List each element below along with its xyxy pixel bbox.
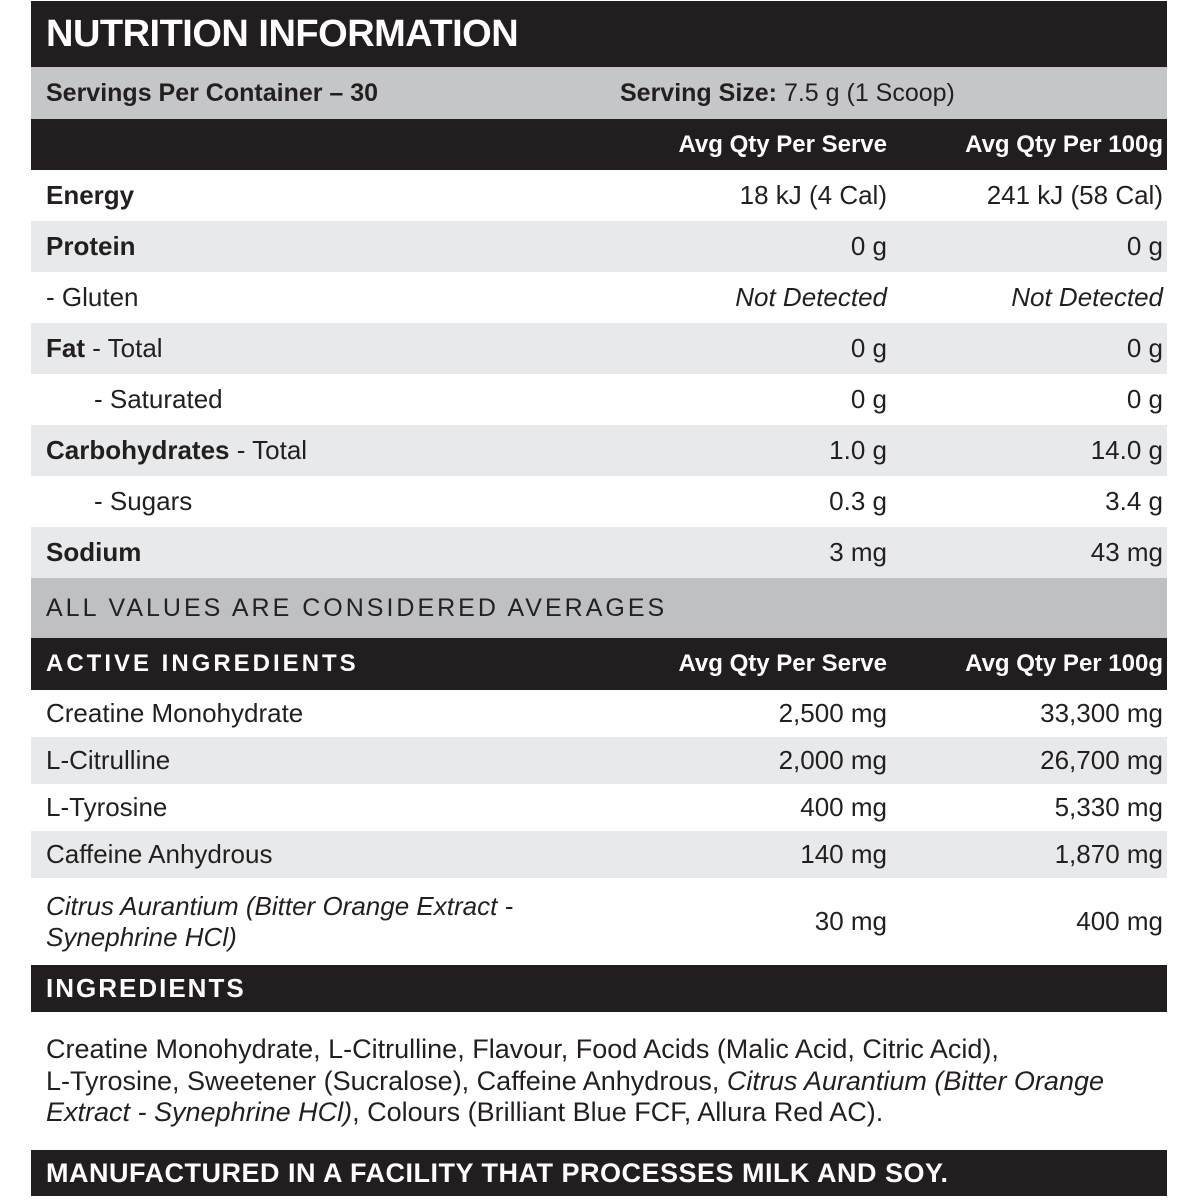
row-serve-value: 0 g	[850, 333, 887, 363]
nutrition-title: NUTRITION INFORMATION	[46, 12, 519, 55]
active-row-label: Caffeine Anhydrous	[46, 839, 273, 869]
active-row-label: Creatine Monohydrate	[46, 698, 304, 728]
averages-note: ALL VALUES ARE CONSIDERED AVERAGES	[46, 593, 668, 622]
active-row-serve-value: 400 mg	[800, 792, 887, 822]
row-label: Fat	[46, 333, 85, 363]
row-serve-value: 0.3 g	[829, 486, 887, 516]
averages-note-bar: ALL VALUES ARE CONSIDERED AVERAGES	[31, 578, 1167, 638]
active-row-100g-value: 1,870 mg	[1054, 839, 1163, 869]
row-serve-value: 3 mg	[829, 537, 887, 567]
nutrition-row-fat: Fat - Total 0 g 0 g	[31, 323, 1167, 374]
active-row-100g-value: 33,300 mg	[1040, 698, 1163, 728]
nutrition-row-sodium: Sodium 3 mg 43 mg	[31, 527, 1167, 578]
active-row-serve-value: 140 mg	[800, 839, 887, 869]
row-100g-value: 3.4 g	[1105, 486, 1163, 516]
nutrition-row-gluten: - Gluten Not Detected Not Detected	[46, 282, 1163, 312]
row-100g-value: 43 mg	[1090, 537, 1163, 567]
ingredients-line-1: Creatine Monohydrate, L-Citrulline, Flav…	[46, 1034, 999, 1064]
column-header-bar: Avg Qty Per Serve Avg Qty Per 100g	[31, 119, 1167, 170]
row-label: Carbohydrates	[46, 435, 230, 465]
ingredients-line-3: Extract - Synephrine HCl), Colours (Bril…	[46, 1097, 884, 1127]
ingredients-paragraph: Creatine Monohydrate, L-Citrulline, Flav…	[31, 1012, 1167, 1150]
row-100g-value: 14.0 g	[1090, 435, 1163, 465]
ingredients-header-bar: INGREDIENTS	[31, 965, 1167, 1012]
nutrition-row-saturated: - Saturated 0 g 0 g	[94, 384, 1163, 414]
active-row-label: L-Citrulline	[46, 745, 171, 775]
serving-size-value: 7.5 g (1 Scoop)	[777, 78, 955, 107]
nutrition-label: NUTRITION INFORMATION Servings Per Conta…	[31, 1, 1167, 1196]
row-serve-value: Not Detected	[735, 282, 887, 312]
row-100g-value: 0 g	[1126, 231, 1163, 261]
nutrition-row-energy: Energy 18 kJ (4 Cal) 241 kJ (58 Cal)	[31, 170, 1167, 221]
active-row-100g-value: 26,700 mg	[1040, 745, 1163, 775]
row-100g-value: Not Detected	[1011, 282, 1163, 312]
active-ingredients-header-bar: ACTIVE INGREDIENTS Avg Qty Per Serve Avg…	[31, 638, 1167, 690]
row-serve-value: 18 kJ (4 Cal)	[739, 180, 887, 210]
active-row-tyrosine: L-Tyrosine 400 mg 5,330 mg	[31, 784, 1167, 831]
active-row-citrulline: L-Citrulline 2,000 mg 26,700 mg	[31, 737, 1167, 784]
ingredients-title: INGREDIENTS	[46, 973, 246, 1003]
active-row-100g-value: 5,330 mg	[1054, 792, 1163, 822]
active-row-serve-value: 2,500 mg	[778, 698, 887, 728]
row-100g-value: 0 g	[1126, 333, 1163, 363]
active-row-100g-value: 400 mg	[1076, 906, 1163, 936]
allergen-statement: MANUFACTURED IN A FACILITY THAT PROCESSE…	[46, 1157, 949, 1188]
serving-size-label: Serving Size:	[620, 78, 777, 107]
allergen-footer-bar: MANUFACTURED IN A FACILITY THAT PROCESSE…	[31, 1150, 1167, 1196]
row-100g-value: 241 kJ (58 Cal)	[986, 180, 1163, 210]
avg-qty-per-serve-header: Avg Qty Per Serve	[678, 130, 887, 158]
row-label: Sodium	[46, 537, 142, 567]
active-ingredients-title: ACTIVE INGREDIENTS	[46, 650, 359, 677]
avg-qty-per-100g-header: Avg Qty Per 100g	[965, 650, 1163, 677]
row-serve-value: 0 g	[850, 231, 887, 261]
nutrition-row-sugars: - Sugars 0.3 g 3.4 g	[94, 486, 1163, 516]
serving-size: Serving Size: 7.5 g (1 Scoop)	[620, 79, 1152, 108]
active-row-creatine: Creatine Monohydrate 2,500 mg 33,300 mg	[31, 690, 1167, 737]
ingredients-line-2: L-Tyrosine, Sweetener (Sucralose), Caffe…	[46, 1065, 1104, 1096]
active-row-serve-value: 30 mg	[814, 906, 887, 936]
row-serve-value: 1.0 g	[829, 435, 887, 465]
avg-qty-per-serve-header: Avg Qty Per Serve	[678, 650, 887, 677]
row-serve-value: 0 g	[850, 384, 887, 414]
row-100g-value: 0 g	[1126, 384, 1163, 414]
active-row-label: L-Tyrosine	[46, 792, 168, 822]
active-row-label: Citrus Aurantium (Bitter Orange Extract …	[46, 890, 514, 952]
servings-per-container: Servings Per Container – 30	[46, 78, 379, 107]
servings-bar: Servings Per Container – 30 Serving Size…	[31, 67, 1167, 119]
nutrition-row-protein: Protein 0 g 0 g	[31, 221, 1167, 272]
nutrition-row-carbohydrates: Carbohydrates - Total 1.0 g 14.0 g	[31, 425, 1167, 476]
active-row-citrus-aurantium: Citrus Aurantium (Bitter Orange Extract …	[31, 878, 1167, 965]
active-row-caffeine: Caffeine Anhydrous 140 mg 1,870 mg	[31, 831, 1167, 878]
row-label: Protein	[46, 231, 136, 261]
avg-qty-per-100g-header: Avg Qty Per 100g	[965, 130, 1163, 158]
nutrition-title-bar: NUTRITION INFORMATION	[31, 1, 1167, 67]
active-row-serve-value: 2,000 mg	[778, 745, 887, 775]
row-label: Energy	[46, 180, 135, 210]
